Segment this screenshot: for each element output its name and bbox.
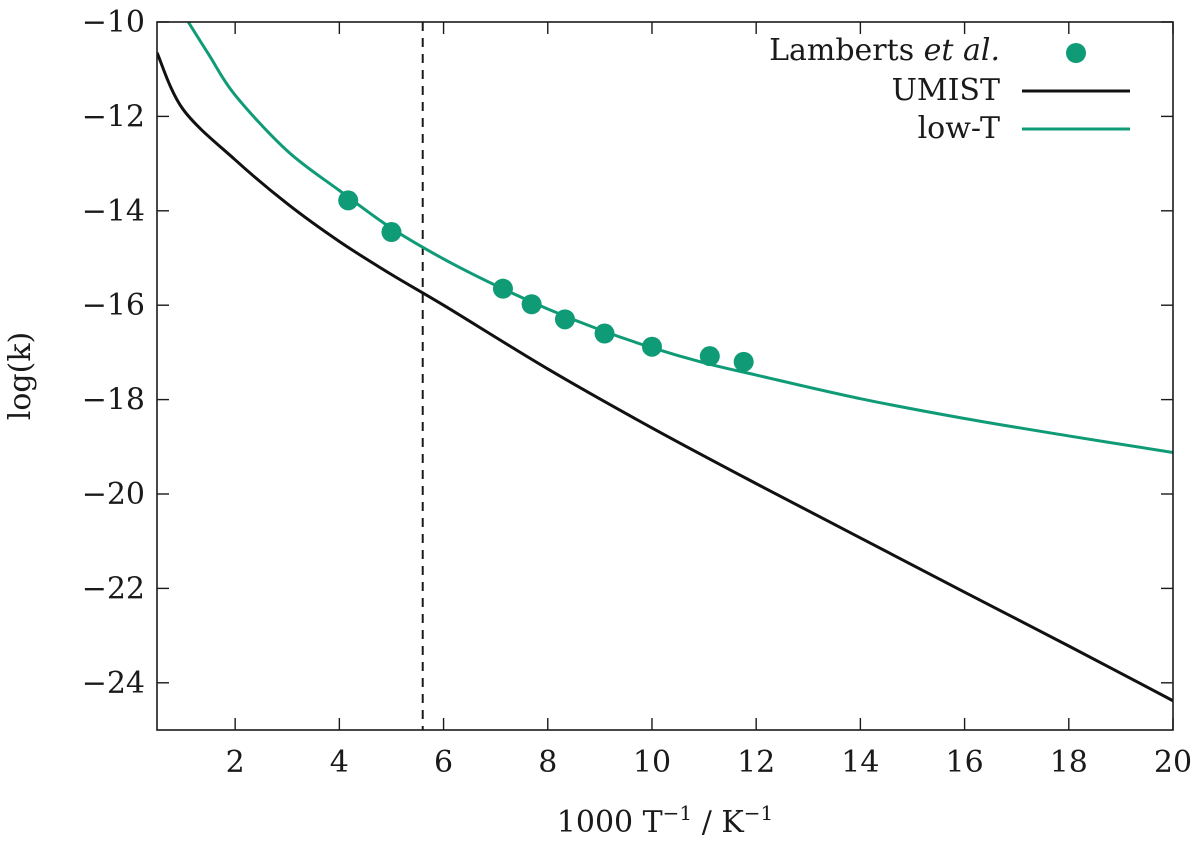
y-tick-label: −14 [82,194,145,229]
x-tick-label: 14 [841,745,879,780]
x-tick-label: 10 [633,745,671,780]
data-point-lamberts [594,323,615,344]
y-axis-label: log(k) [3,332,38,420]
data-point-lamberts [381,222,402,243]
data-point-lamberts [641,336,662,357]
y-tick-label: −22 [82,571,145,606]
legend-label-umist: UMIST [892,73,1000,108]
series-line-umist [157,52,1173,703]
legend-label-lowt: low-T [918,111,1000,146]
x-axis-label: 1000 T−1 / K−1 [557,801,773,840]
x-tick-label: 2 [226,745,245,780]
axis-ticks: 2 4 6 8 10 12 14 16 18 20 −10 −12 −14 −16 −18 −20 −22 −24 [82,5,1192,780]
x-tick-label: 18 [1050,745,1088,780]
y-tick-label: −20 [82,477,145,512]
legend-marker-lamberts [1066,43,1086,63]
x-tick-label: 8 [538,745,557,780]
data-point-lamberts [492,278,513,299]
series-layer [157,22,1173,703]
y-tick-label: −18 [82,383,145,418]
series-line-low-t [186,22,1173,454]
data-point-lamberts [521,294,542,315]
data-point-lamberts [554,309,575,330]
plot-frame [156,21,1174,731]
y-tick-label: −10 [82,5,145,40]
x-tick-label: 20 [1154,745,1192,780]
y-tick-label: −12 [82,99,145,134]
y-tick-label: −24 [82,666,145,701]
data-point-lamberts [699,346,720,367]
legend-label-lamberts: Lamberts et al. [769,33,1000,68]
data-point-lamberts [338,190,359,211]
data-point-lamberts [733,351,754,372]
x-tick-label: 6 [434,745,453,780]
legend: Lamberts et al. UMIST low-T [769,33,1130,146]
x-tick-label: 16 [945,745,983,780]
x-tick-label: 4 [330,745,349,780]
y-tick-label: −16 [82,288,145,323]
x-tick-label: 12 [737,745,775,780]
